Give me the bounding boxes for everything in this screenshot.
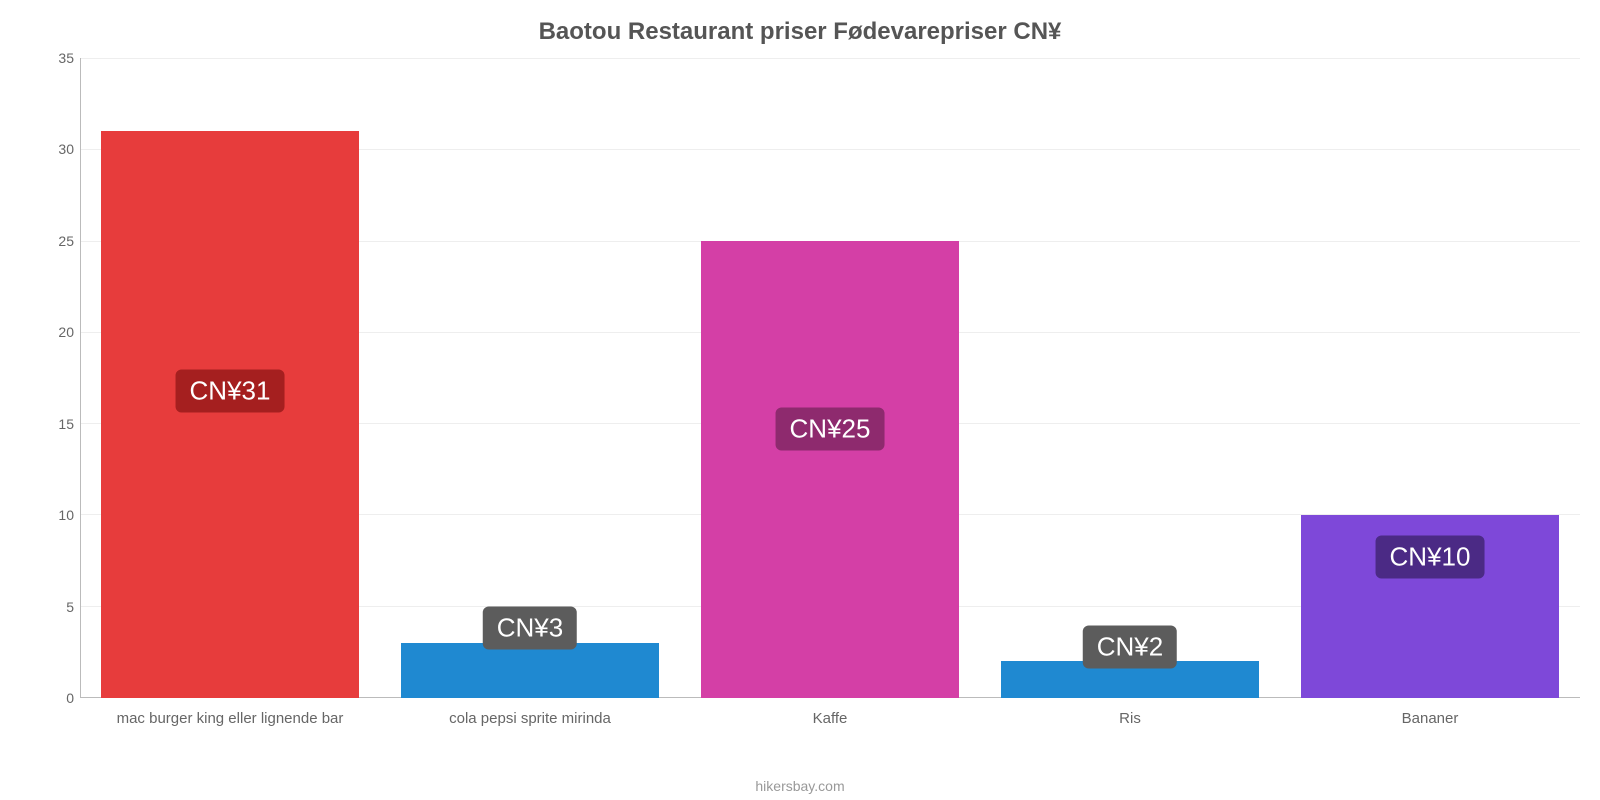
y-tick-label: 0: [40, 690, 74, 706]
bar-slot: CN¥3: [380, 58, 680, 698]
value-badge: CN¥2: [1083, 625, 1177, 668]
x-tick-label: cola pepsi sprite mirinda: [380, 702, 680, 738]
bar: [701, 241, 959, 698]
value-badge: CN¥10: [1376, 536, 1485, 579]
bar: [101, 131, 359, 698]
y-tick-label: 15: [40, 416, 74, 432]
bar: [401, 643, 659, 698]
bar-slot: CN¥25: [680, 58, 980, 698]
y-tick-label: 5: [40, 599, 74, 615]
bar-slot: CN¥2: [980, 58, 1280, 698]
x-tick-label: Kaffe: [680, 702, 980, 738]
x-tick-label: mac burger king eller lignende bar: [80, 702, 380, 738]
chart-area: 05101520253035 CN¥31CN¥3CN¥25CN¥2CN¥10 m…: [40, 58, 1580, 738]
y-tick-label: 35: [40, 50, 74, 66]
bar-slot: CN¥10: [1280, 58, 1580, 698]
bar-slot: CN¥31: [80, 58, 380, 698]
y-tick-label: 30: [40, 141, 74, 157]
value-badge: CN¥3: [483, 606, 577, 649]
y-tick-label: 20: [40, 324, 74, 340]
chart-title: Baotou Restaurant priser Fødevarepriser …: [0, 0, 1600, 46]
y-tick-label: 25: [40, 233, 74, 249]
x-tick-label: Bananer: [1280, 702, 1580, 738]
x-tick-label: Ris: [980, 702, 1280, 738]
x-axis-labels: mac burger king eller lignende barcola p…: [80, 702, 1580, 738]
value-badge: CN¥25: [776, 408, 885, 451]
bars-container: CN¥31 CN¥3 CN¥25 CN¥2 CN¥10: [80, 58, 1580, 698]
value-badge: CN¥31: [176, 369, 285, 412]
attribution-text: hikersbay.com: [0, 778, 1600, 794]
y-tick-label: 10: [40, 507, 74, 523]
